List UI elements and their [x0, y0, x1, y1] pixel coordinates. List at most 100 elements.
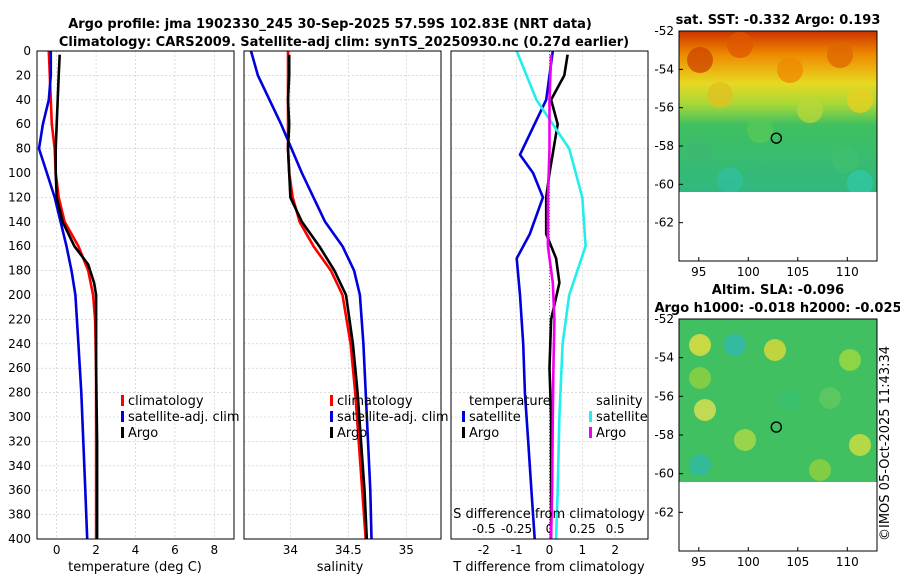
depth-tick-label: 360 — [8, 483, 31, 497]
series-line-argo — [54, 54, 99, 539]
map-x-tick-label: 95 — [691, 265, 706, 279]
legend-swatch-s-satellite — [589, 411, 592, 422]
depth-tick-label: 160 — [8, 239, 31, 253]
sla-texture-patch — [734, 429, 756, 451]
sst-texture-patch — [727, 32, 753, 58]
depth-tick-label: 220 — [8, 312, 31, 326]
watermark: ©IMOS 05-Oct-2025 11:43:34 — [878, 346, 893, 541]
x-tick-label: 0 — [546, 543, 554, 557]
legend-label-climatology: climatology — [128, 394, 204, 409]
map-y-tick-label: -58 — [654, 139, 674, 153]
sla-texture-patch — [694, 399, 716, 421]
map-y-tick-label: -56 — [654, 101, 674, 115]
map-x-tick-label: 110 — [836, 265, 859, 279]
sst-texture-patch — [707, 82, 733, 108]
depth-tick-label: 60 — [16, 117, 31, 131]
sla-map-title-2: Argo h1000: -0.018 h2000: -0.025 — [654, 301, 900, 316]
legend-swatch-argo — [330, 427, 333, 438]
sla-texture-patch — [779, 389, 801, 411]
panel-frame — [450, 50, 649, 540]
depth-tick-label: 340 — [8, 459, 31, 473]
sla-texture-patch — [764, 339, 786, 361]
map-y-tick-label: -60 — [654, 177, 674, 191]
x-tick-label: 4 — [132, 543, 140, 557]
depth-tick-label: 80 — [16, 142, 31, 156]
t-difference-axis-label: T difference from climatology — [452, 560, 645, 575]
map-y-tick-label: -62 — [654, 505, 674, 519]
map-y-tick-label: -54 — [654, 351, 674, 365]
map-y-tick-label: -54 — [654, 62, 674, 76]
depth-tick-label: 320 — [8, 434, 31, 448]
x-tick-label: 0 — [53, 543, 61, 557]
x-tick-label: 2 — [92, 543, 100, 557]
depth-tick-label: 180 — [8, 264, 31, 278]
x-tick-label: 35 — [399, 543, 414, 557]
sla-landmask — [679, 482, 877, 551]
sst-map-title: sat. SST: -0.332 Argo: 0.193 — [676, 13, 881, 28]
sst-texture-patch — [777, 57, 803, 83]
legend-title-temperature: temperature — [469, 394, 551, 409]
depth-tick-label: 120 — [8, 190, 31, 204]
map-x-tick-label: 105 — [786, 555, 809, 569]
depth-tick-label: 40 — [16, 93, 31, 107]
argo-location-marker — [770, 132, 783, 144]
difference-legend: temperature satellite Argo salinity sate… — [462, 394, 648, 441]
sst-landmask — [679, 192, 877, 261]
legend-swatch-climatology — [121, 395, 124, 406]
s-difference-axis-label: S difference from climatology — [453, 507, 645, 522]
sst-texture-patch — [847, 87, 873, 113]
legend-swatch-t-satellite — [462, 411, 465, 422]
map-y-tick-label: -52 — [654, 24, 674, 38]
sla-texture-patch — [689, 334, 711, 356]
map-x-tick-label: 105 — [786, 265, 809, 279]
series-line-argo-salinity- — [546, 54, 556, 540]
series-line-argo — [286, 54, 369, 540]
temperature-panel: 0 2 4 6 8 — [36, 50, 235, 557]
x-tick-label: 34 — [283, 543, 298, 557]
depth-tick-label: 260 — [8, 361, 31, 375]
series-line-argo-temperature- — [544, 54, 569, 539]
sla-patches — [689, 334, 871, 481]
legend-label-t-argo: Argo — [469, 426, 499, 441]
difference-panel: -2 -1 0 1 2 -0.5 -0.25 0 0.25 0.5 — [450, 50, 649, 557]
x-tick-label: 6 — [171, 543, 179, 557]
x-top-tick-label: 0.25 — [569, 522, 596, 536]
depth-tick-label: 380 — [8, 508, 31, 522]
salinity-panel: 34 34.5 35 — [243, 50, 442, 557]
depth-tick-label: 100 — [8, 166, 31, 180]
map-x-tick-label: 100 — [737, 555, 760, 569]
x-top-tick-label: 0.5 — [606, 522, 625, 536]
x-tick-label: 1 — [579, 543, 587, 557]
depth-tick-label: 140 — [8, 215, 31, 229]
panel-frame — [36, 50, 235, 540]
sla-map — [678, 318, 878, 552]
sla-map-title-1: Altim. SLA: -0.096 — [712, 283, 844, 298]
legend-label-t-satellite: satellite — [469, 410, 521, 425]
series-line-satellite-salinity- — [515, 50, 587, 540]
sla-texture-patch — [849, 434, 871, 456]
legend-label-satellite: satellite-adj. clim — [337, 410, 449, 425]
sst-texture-patch — [687, 137, 713, 163]
map-x-tick-label: 95 — [691, 555, 706, 569]
legend-label-climatology: climatology — [337, 394, 413, 409]
sst-texture-patch — [717, 167, 743, 193]
map-y-tick-label: -62 — [654, 216, 674, 230]
temperature-legend: climatology satellite-adj. clim Argo — [121, 394, 240, 441]
legend-swatch-satellite — [330, 411, 333, 422]
panel-frame — [243, 50, 442, 540]
sst-texture-patch — [847, 170, 873, 196]
sla-texture-patch — [809, 459, 831, 481]
legend-label-satellite: satellite-adj. clim — [128, 410, 240, 425]
temperature-axis-label: temperature (deg C) — [68, 560, 202, 575]
map-y-tick-label: -58 — [654, 428, 674, 442]
legend-title-salinity: salinity — [596, 394, 643, 409]
legend-label-s-argo: Argo — [596, 426, 626, 441]
sst-texture-patch — [747, 117, 773, 143]
depth-axis: 0 20 40 60 80 100 120 140 160 180 200 220 240 260 280 3… — [8, 44, 31, 546]
legend-label-s-satellite: satellite — [596, 410, 648, 425]
x-tick-label: 2 — [611, 543, 619, 557]
sst-patches — [687, 32, 873, 196]
sla-texture-patch — [819, 387, 841, 409]
depth-tick-label: 400 — [8, 532, 31, 546]
